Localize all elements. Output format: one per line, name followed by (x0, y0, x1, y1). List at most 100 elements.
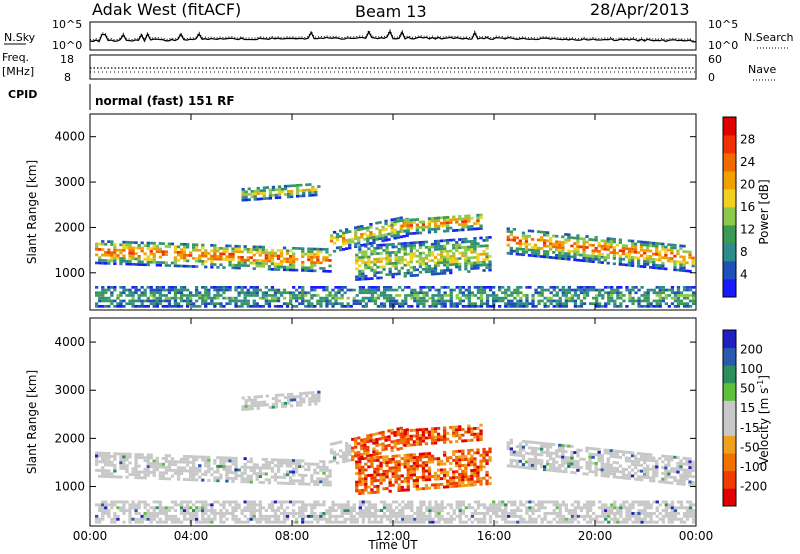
vel-heatmap-cell (485, 450, 489, 454)
power-heatmap-cell (655, 291, 659, 295)
vel-heatmap-cell (289, 470, 293, 474)
power-heatmap-cell (592, 288, 596, 292)
vel-heatmap-cell (279, 500, 284, 504)
vel-heatmap-cell (207, 520, 211, 524)
power-heatmap-cell (170, 261, 175, 265)
vel-heatmap-cell (143, 459, 147, 463)
power-heatmap-cell (140, 260, 144, 264)
vel-heatmap-cell (370, 488, 374, 492)
power-heatmap-cell (527, 243, 532, 246)
vel-heatmap-cell (649, 453, 653, 457)
vel-heatmap-cell (110, 463, 114, 467)
vel-heatmap-cell (561, 503, 565, 507)
power-heatmap-cell (342, 239, 346, 243)
vel-heatmap-cell (533, 467, 538, 471)
power-heatmap-cell (609, 240, 613, 243)
power-heatmap-cell (332, 236, 337, 239)
power-heatmap-cell (479, 288, 484, 292)
power-heatmap-cell (348, 243, 352, 247)
power-heatmap-cell (549, 291, 553, 295)
nsky-strip-frame (89, 21, 697, 51)
vel-heatmap-cell (375, 441, 379, 444)
power-heatmap-cell (464, 267, 468, 271)
vel-heatmap-cell (404, 506, 408, 510)
vel-heatmap-cell (685, 468, 689, 472)
vel-heatmap-cell (101, 454, 105, 458)
power-heatmap-cell (357, 236, 361, 240)
vel-heatmap-cell (231, 471, 235, 475)
power-heatmap-cell (390, 226, 394, 230)
vel-heatmap-cell (98, 469, 102, 472)
vel-heatmap-cell (279, 464, 284, 468)
power-heatmap-cell (282, 291, 287, 295)
vel-heatmap-cell (667, 472, 671, 476)
power-heatmap-cell (582, 245, 586, 249)
power-heatmap-cell (516, 302, 520, 305)
power-heatmap-cell (237, 291, 241, 295)
power-heatmap-cell (296, 186, 300, 190)
vel-heatmap-cell (354, 451, 358, 455)
vel-heatmap-cell (167, 468, 172, 472)
vel-heatmap-cell (464, 484, 468, 487)
power-heatmap-cell (658, 250, 662, 254)
vel-heatmap-cell (276, 470, 281, 473)
power-heatmap-cell (295, 288, 299, 292)
vel-heatmap-cell (316, 483, 320, 486)
vel-heatmap-cell (639, 469, 644, 473)
vel-heatmap-cell (325, 509, 329, 512)
power-heatmap-cell (364, 277, 368, 281)
vel-heatmap-cell (379, 464, 383, 468)
power-heatmap-cell (307, 247, 311, 251)
vel-heatmap-cell (392, 512, 396, 515)
vel-heatmap-cell (234, 459, 238, 463)
vel-heatmap-cell (219, 503, 223, 507)
power-heatmap-cell (421, 268, 426, 271)
vel-heatmap-cell (179, 460, 184, 464)
power-heatmap-cell (307, 250, 311, 253)
vel-heatmap-cell (561, 449, 565, 453)
power-heatmap-cell (633, 250, 638, 254)
vel-heatmap-cell (449, 514, 453, 518)
power-heatmap-cell (195, 299, 199, 303)
vel-heatmap-cell (418, 452, 423, 456)
vel-heatmap-cell (119, 500, 123, 504)
power-heatmap-cell (128, 257, 132, 261)
vel-heatmap-cell (113, 458, 117, 461)
vel-heatmap-cell (639, 478, 644, 482)
vel-heatmap-cell (370, 465, 374, 468)
vel-heatmap-cell (98, 506, 102, 510)
vel-heatmap-cell (570, 445, 574, 448)
vel-heatmap-cell (418, 437, 423, 440)
vel-heatmap-cell (249, 506, 253, 510)
power-heatmap-cell (409, 247, 413, 250)
vel-heatmap-cell (289, 459, 293, 462)
vel-heatmap-cell (398, 512, 402, 515)
vel-heatmap-cell (207, 455, 211, 459)
power-heatmap-cell (140, 246, 144, 250)
power-heatmap-cell (413, 288, 417, 292)
vel-heatmap-cell (372, 441, 376, 445)
power-heatmap-cell (433, 248, 438, 251)
vel-heatmap-cell (643, 467, 647, 470)
vel-heatmap-cell (555, 466, 559, 470)
power-heatmap-cell (476, 222, 480, 225)
power-heatmap-cell (555, 294, 559, 297)
power-heatmap-cell (98, 294, 102, 297)
vel-heatmap-cell (346, 503, 350, 507)
vel-heatmap-cell (433, 441, 438, 445)
power-heatmap-cell (179, 286, 184, 289)
power-heatmap-cell (591, 254, 595, 258)
vel-heatmap-cell (504, 512, 508, 515)
vel-heatmap-cell (358, 506, 362, 510)
power-heatmap-cell (399, 235, 403, 239)
power-heatmap-cell (379, 291, 384, 295)
power-heatmap-cell (393, 223, 397, 226)
vel-heatmap-cell (282, 461, 287, 465)
power-heatmap-cell (373, 260, 377, 264)
vel-heatmap-cell (427, 430, 432, 434)
vel-heatmap-cell (458, 467, 462, 470)
vel-heatmap-cell (612, 469, 616, 473)
power-heatmap-cell (415, 231, 419, 235)
power-heatmap-cell (369, 223, 373, 226)
vel-heatmap-cell (348, 450, 352, 453)
